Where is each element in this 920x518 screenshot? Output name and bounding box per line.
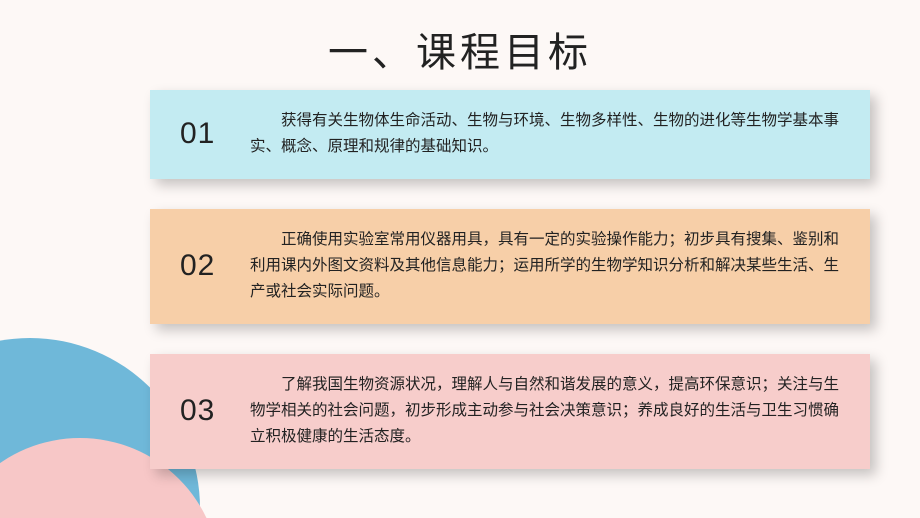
card-01-text: 获得有关生物体生命活动、生物与环境、生物多样性、生物的进化等生物学基本事实、概念… — [250, 108, 840, 161]
card-03-number: 03 — [180, 394, 250, 428]
card-01-number: 01 — [180, 117, 250, 151]
card-01: 01 获得有关生物体生命活动、生物与环境、生物多样性、生物的进化等生物学基本事实… — [150, 90, 870, 179]
card-02-number: 02 — [180, 249, 250, 283]
card-03-text: 了解我国生物资源状况，理解人与自然和谐发展的意义，提高环保意识；关注与生物学相关… — [250, 372, 840, 451]
card-02-text: 正确使用实验室常用仪器用具，具有一定的实验操作能力；初步具有搜集、鉴别和利用课内… — [250, 227, 840, 306]
card-03: 03 了解我国生物资源状况，理解人与自然和谐发展的意义，提高环保意识；关注与生物… — [150, 354, 870, 469]
card-02: 02 正确使用实验室常用仪器用具，具有一定的实验操作能力；初步具有搜集、鉴别和利… — [150, 209, 870, 324]
card-list: 01 获得有关生物体生命活动、生物与环境、生物多样性、生物的进化等生物学基本事实… — [150, 90, 870, 499]
page-title: 一、课程目标 — [0, 20, 920, 78]
